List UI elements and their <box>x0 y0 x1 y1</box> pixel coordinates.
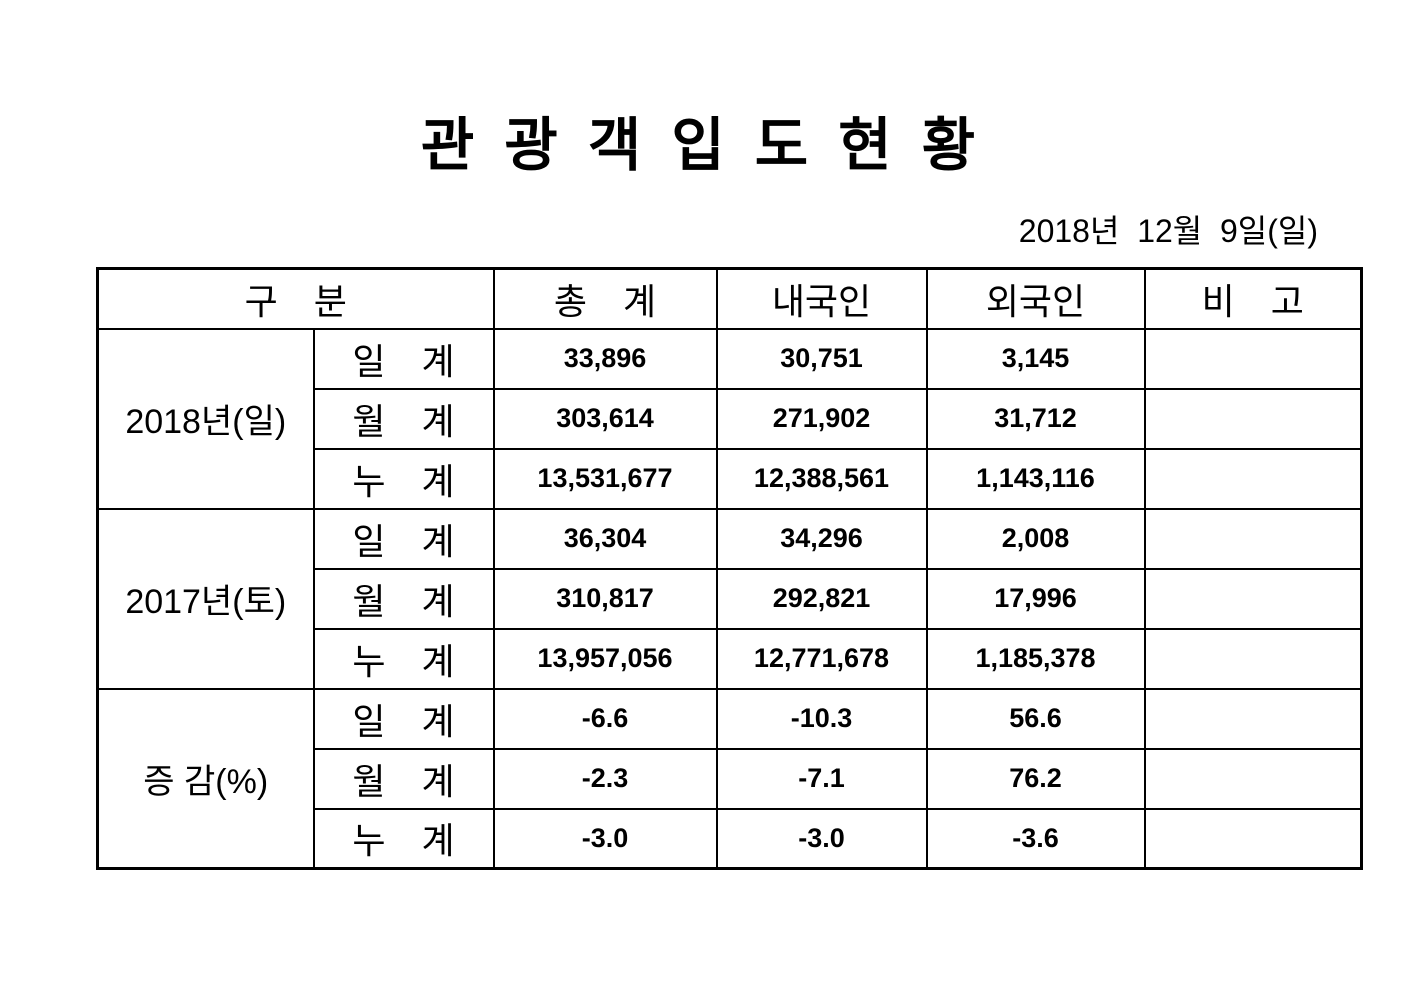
page-title: 관 광 객 입 도 현 황 <box>420 113 983 178</box>
cell-remarks <box>1143 507 1363 570</box>
group-label-change-pct: 증 감(%) <box>96 687 315 870</box>
cell-foreign: 31,712 <box>925 387 1146 450</box>
cell-remarks <box>1143 627 1363 690</box>
row-label-monthly: 월 계 <box>312 387 495 450</box>
cell-remarks <box>1143 807 1363 870</box>
row-label-daily: 일 계 <box>312 327 495 390</box>
cell-domestic: 12,388,561 <box>715 447 928 510</box>
cell-total: 310,817 <box>492 567 718 630</box>
cell-foreign: 17,996 <box>925 567 1146 630</box>
cell-foreign: 1,185,378 <box>925 627 1146 690</box>
cell-domestic: 30,751 <box>715 327 928 390</box>
row-label-cumulative: 누 계 <box>312 807 495 870</box>
table-row: 누 계 13,957,056 12,771,678 1,185,378 <box>98 627 1363 690</box>
table-row: 월 계 -2.3 -7.1 76.2 <box>98 747 1363 810</box>
group-label-2018: 2018년(일) <box>96 327 315 510</box>
table-row: 누 계 13,531,677 12,388,561 1,143,116 <box>98 447 1363 510</box>
cell-foreign: 56.6 <box>925 687 1146 750</box>
col-header-remarks: 비 고 <box>1143 267 1363 330</box>
cell-remarks <box>1143 387 1363 450</box>
cell-domestic: 34,296 <box>715 507 928 570</box>
cell-total: 13,957,056 <box>492 627 718 690</box>
table-row: 2017년(토) 일 계 36,304 34,296 2,008 <box>96 507 1363 690</box>
row-label-cumulative: 누 계 <box>312 627 495 690</box>
cell-remarks <box>1143 447 1363 510</box>
cell-foreign: 3,145 <box>925 327 1146 390</box>
cell-remarks <box>1143 567 1363 630</box>
cell-domestic: -7.1 <box>715 747 928 810</box>
cell-total: -6.6 <box>492 687 718 750</box>
row-label-daily: 일 계 <box>312 687 495 750</box>
cell-domestic: 12,771,678 <box>715 627 928 690</box>
row-label-monthly: 월 계 <box>312 567 495 630</box>
cell-remarks <box>1143 747 1363 810</box>
table-row: 2018년(일) 일 계 33,896 30,751 3,145 <box>96 327 1363 510</box>
cell-total: 33,896 <box>492 327 718 390</box>
cell-foreign: 1,143,116 <box>925 447 1146 510</box>
cell-domestic: 292,821 <box>715 567 928 630</box>
row-label-cumulative: 누 계 <box>312 447 495 510</box>
table-row: 월 계 310,817 292,821 17,996 <box>98 567 1363 630</box>
cell-total: 36,304 <box>492 507 718 570</box>
table-row: 누 계 -3.0 -3.0 -3.6 <box>98 807 1363 870</box>
row-label-monthly: 월 계 <box>312 747 495 810</box>
cell-foreign: 2,008 <box>925 507 1146 570</box>
cell-domestic: -3.0 <box>715 807 928 870</box>
cell-domestic: 271,902 <box>715 387 928 450</box>
cell-domestic: -10.3 <box>715 687 928 750</box>
row-label-daily: 일 계 <box>312 507 495 570</box>
cell-total: 13,531,677 <box>492 447 718 510</box>
cell-total: 303,614 <box>492 387 718 450</box>
cell-foreign: -3.6 <box>925 807 1146 870</box>
table-row: 월 계 303,614 271,902 31,712 <box>98 387 1363 450</box>
cell-remarks <box>1143 327 1363 390</box>
cell-remarks <box>1143 687 1363 750</box>
cell-total: -2.3 <box>492 747 718 810</box>
col-header-foreign: 외국인 <box>925 267 1146 330</box>
header-row: 구 분 총 계 내국인 외국인 비 고 <box>96 267 1363 330</box>
col-header-domestic: 내국인 <box>715 267 928 330</box>
table-row: 증 감(%) 일 계 -6.6 -10.3 56.6 <box>96 687 1363 870</box>
tourist-arrival-table: 구 분 총 계 내국인 외국인 비 고 2018년(일) 일 계 33,896 … <box>96 267 1363 870</box>
cell-foreign: 76.2 <box>925 747 1146 810</box>
cell-total: -3.0 <box>492 807 718 870</box>
report-date: 2018년 12월 9일(일) <box>1018 213 1318 249</box>
group-label-2017: 2017년(토) <box>96 507 315 690</box>
col-header-total: 총 계 <box>492 267 718 330</box>
col-header-category: 구 분 <box>96 267 495 330</box>
